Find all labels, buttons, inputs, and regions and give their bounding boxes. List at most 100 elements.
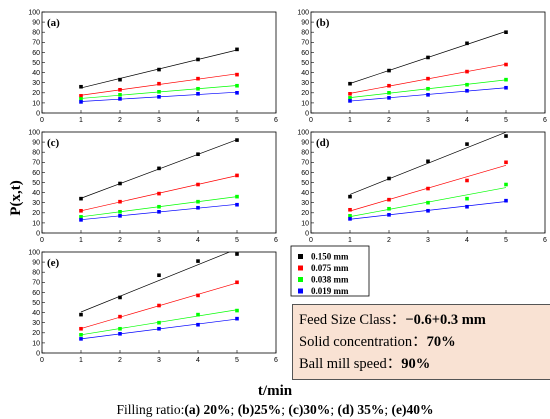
caption-separator: ; (281, 402, 288, 417)
data-point-series-2 (79, 326, 83, 331)
y-tick-label: 80 (32, 150, 40, 157)
y-tick-label: 70 (32, 160, 40, 167)
caption-part-c: (c)30% (288, 402, 330, 417)
panel-label: (c) (47, 137, 60, 149)
experiment-conditions-box: Feed Size Class：−0.6+0.3 mm Solid concen… (292, 304, 550, 380)
data-point-series-3 (79, 333, 83, 337)
y-tick-label: 100 (28, 129, 40, 136)
y-tick-label: 10 (301, 100, 309, 107)
y-tick-label: 30 (301, 200, 309, 207)
data-point-series-1 (79, 84, 83, 89)
data-point-series-3 (426, 200, 430, 205)
data-point-series-1 (157, 273, 161, 278)
x-tick-label: 0 (309, 117, 313, 124)
y-axis-label: P(x,t) (8, 180, 24, 215)
data-point-series-1 (235, 252, 239, 256)
data-point-series-4 (426, 208, 430, 213)
y-tick-label: 20 (301, 90, 309, 97)
y-tick-label: 20 (32, 210, 40, 217)
legend-entry-label: 0.150 mm (311, 252, 349, 262)
solid-concentration-line: Solid concentration：70% (299, 331, 545, 353)
data-point-series-2 (504, 160, 508, 165)
panel-label: (b) (316, 17, 330, 29)
x-tick-label: 6 (543, 117, 547, 124)
legend-marker (298, 254, 303, 259)
legend: 0.150 mm0.075 mm 0.038 mm0.019 mm (290, 245, 370, 297)
y-tick-label: 40 (301, 190, 309, 197)
x-tick-label: 2 (118, 237, 122, 244)
y-tick-label: 20 (32, 330, 40, 337)
x-tick-label: 6 (274, 357, 278, 364)
data-point-series-2 (348, 207, 352, 212)
data-point-series-2 (118, 87, 122, 92)
x-tick-label: 2 (387, 117, 391, 124)
y-tick-label: 50 (32, 60, 40, 67)
data-point-series-1 (196, 259, 200, 263)
plot-area-frame (310, 131, 546, 234)
data-point-series-4 (79, 100, 83, 104)
data-point-series-1 (118, 295, 122, 300)
legend-entry-label: 0.019 mm (311, 286, 349, 296)
data-point-series-3 (157, 89, 161, 94)
x-tick-label: 1 (79, 357, 83, 364)
data-point-series-2 (196, 182, 200, 187)
data-point-series-2 (235, 173, 239, 178)
caption-separator: ; (384, 402, 391, 417)
data-point-series-4 (118, 332, 122, 336)
x-tick-label: 5 (504, 117, 508, 124)
data-point-series-3 (196, 86, 200, 91)
y-tick-label: 100 (297, 129, 309, 136)
x-tick-label: 5 (504, 237, 508, 244)
plot-area-frame (41, 131, 277, 234)
x-tick-label: 5 (235, 237, 239, 244)
x-tick-label: 4 (196, 117, 200, 124)
y-tick-label: 70 (301, 160, 309, 167)
y-tick-label: 0 (305, 230, 309, 237)
y-tick-label: 60 (32, 50, 40, 57)
y-tick-label: 90 (32, 260, 40, 267)
data-point-series-2 (157, 81, 161, 86)
data-point-series-1 (387, 176, 391, 181)
data-point-series-2 (79, 94, 83, 98)
data-point-series-4 (465, 88, 469, 93)
feed-size-value: −0.6+0.3 mm (405, 312, 486, 328)
x-tick-label: 5 (235, 117, 239, 124)
y-tick-label: 70 (301, 40, 309, 47)
caption-prefix: Filling ratio: (117, 402, 185, 417)
y-tick-label: 50 (301, 60, 309, 67)
y-tick-label: 30 (32, 200, 40, 207)
data-point-series-4 (387, 213, 391, 217)
y-tick-label: 90 (301, 140, 309, 147)
figure-caption: Filling ratio:(a) 20%; (b)25%; (c)30%; (… (117, 402, 434, 417)
y-tick-label: 0 (36, 230, 40, 237)
chart-panel-3: 0 10 20 30 40 50 60 70 80 90 100 0 1 2 3 4 5 6 (c) (28, 129, 278, 244)
y-tick-label: 0 (305, 110, 309, 117)
x-tick-label: 6 (543, 237, 547, 244)
data-point-series-4 (79, 337, 83, 341)
data-point-series-1 (118, 77, 122, 82)
y-tick-label: 100 (28, 9, 40, 16)
data-point-series-3 (235, 308, 239, 313)
x-tick-label: 1 (79, 117, 83, 124)
legend-frame (290, 245, 370, 297)
data-point-series-1 (157, 67, 161, 72)
y-tick-label: 90 (32, 140, 40, 147)
y-tick-label: 80 (301, 150, 309, 157)
ball-mill-speed-line: Ball mill speed：90% (299, 353, 545, 375)
caption-part-e: (e)40% (391, 402, 433, 417)
data-point-series-1 (79, 196, 83, 201)
chart-panel-2: 0 10 20 30 40 50 60 70 80 90 100 0 1 2 3 4 5 6 (b) (297, 9, 547, 124)
panel-label: (e) (47, 257, 60, 269)
data-point-series-2 (348, 92, 352, 96)
y-tick-label: 20 (32, 90, 40, 97)
x-tick-label: 4 (196, 237, 200, 244)
y-tick-label: 30 (32, 80, 40, 87)
chart-panel-4: 0 10 20 30 40 50 60 70 80 90 100 0 1 2 3 4 5 6 (d) (297, 129, 547, 244)
y-tick-label: 100 (297, 9, 309, 16)
data-point-series-2 (235, 72, 239, 77)
data-point-series-4 (196, 322, 200, 327)
data-point-series-1 (235, 138, 239, 142)
y-tick-label: 50 (32, 300, 40, 307)
data-point-series-1 (348, 194, 352, 199)
